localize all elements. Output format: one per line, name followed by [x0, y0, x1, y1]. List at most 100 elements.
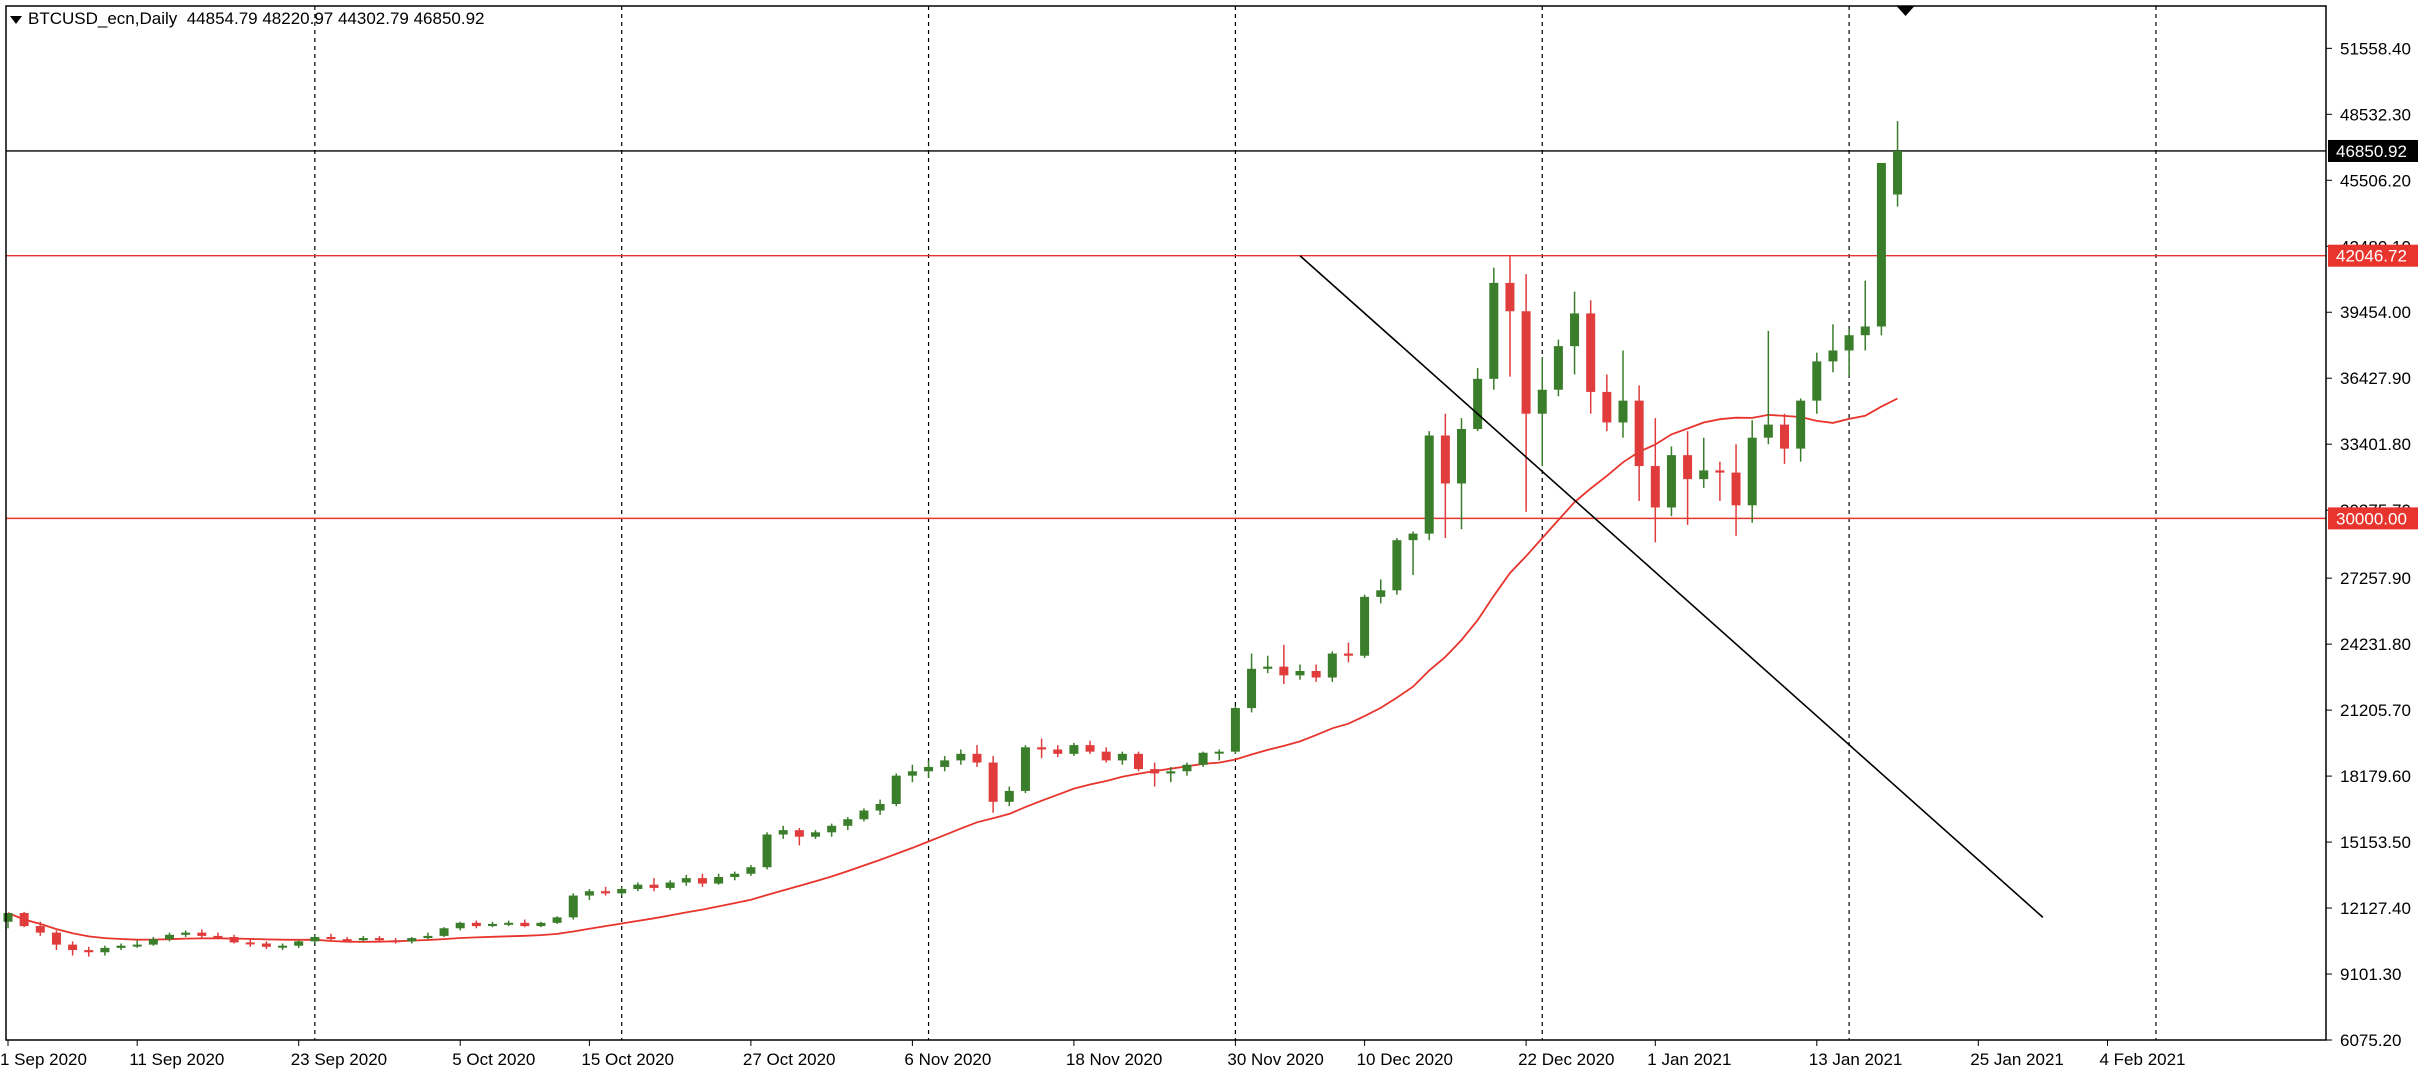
candle-body[interactable]: [1295, 670, 1305, 676]
candle-body[interactable]: [907, 771, 917, 776]
candle-body[interactable]: [891, 775, 901, 804]
candle-body[interactable]: [358, 938, 368, 941]
candle-body[interactable]: [1489, 282, 1499, 379]
candle-body[interactable]: [310, 936, 320, 942]
candle-body[interactable]: [1327, 653, 1337, 678]
candle-body[interactable]: [568, 895, 578, 918]
candle-body[interactable]: [1069, 745, 1079, 754]
candle-body[interactable]: [1634, 400, 1644, 467]
candle-body[interactable]: [714, 877, 724, 884]
candle-body[interactable]: [229, 936, 239, 943]
candle-body[interactable]: [1037, 747, 1047, 750]
candle-body[interactable]: [843, 819, 853, 826]
candle-body[interactable]: [245, 942, 255, 945]
candle-body[interactable]: [181, 932, 191, 935]
candle-body[interactable]: [261, 943, 271, 947]
candle-body[interactable]: [1650, 466, 1660, 508]
candle-body[interactable]: [1537, 389, 1547, 414]
candle-body[interactable]: [326, 936, 336, 940]
candle-body[interactable]: [1134, 753, 1143, 770]
candle-body[interactable]: [924, 766, 934, 772]
candle-body[interactable]: [294, 941, 304, 946]
candle-body[interactable]: [1117, 753, 1127, 761]
candle-body[interactable]: [100, 947, 110, 953]
candle-body[interactable]: [3, 913, 13, 922]
candle-body[interactable]: [1166, 771, 1176, 774]
candle-body[interactable]: [730, 873, 740, 878]
candle-body[interactable]: [827, 825, 837, 833]
candle-body[interactable]: [1812, 361, 1822, 401]
candle-body[interactable]: [1343, 653, 1353, 656]
candle-body[interactable]: [1376, 590, 1386, 597]
candle-body[interactable]: [1763, 424, 1773, 438]
candle-body[interactable]: [601, 891, 611, 894]
candle-body[interactable]: [1683, 455, 1693, 480]
candle-body[interactable]: [1602, 391, 1612, 423]
candle-body[interactable]: [407, 938, 417, 942]
candle-body[interactable]: [617, 889, 627, 894]
candle-body[interactable]: [584, 891, 594, 896]
candle-body[interactable]: [488, 923, 497, 927]
candle-body[interactable]: [552, 917, 562, 923]
candle-body[interactable]: [940, 760, 950, 767]
candle-body[interactable]: [1004, 790, 1014, 802]
candle-body[interactable]: [1780, 424, 1789, 449]
candle-body[interactable]: [1586, 313, 1596, 392]
candle-body[interactable]: [1876, 162, 1886, 327]
candle-body[interactable]: [633, 884, 643, 890]
candle-body[interactable]: [1424, 435, 1434, 534]
candle-body[interactable]: [746, 867, 756, 874]
candle-body[interactable]: [1505, 282, 1515, 312]
candle-body[interactable]: [1666, 455, 1676, 508]
candle-body[interactable]: [1311, 670, 1321, 678]
candle-body[interactable]: [439, 928, 449, 936]
candle-body[interactable]: [374, 938, 384, 941]
candle-body[interactable]: [1618, 400, 1628, 423]
candle-body[interactable]: [1553, 346, 1563, 390]
candle-body[interactable]: [423, 935, 433, 939]
candle-body[interactable]: [504, 922, 514, 925]
candle-body[interactable]: [811, 832, 820, 837]
candle-body[interactable]: [1699, 470, 1709, 480]
candle-body[interactable]: [1101, 751, 1111, 761]
candle-body[interactable]: [1392, 540, 1402, 591]
candle-body[interactable]: [19, 913, 29, 927]
candle-body[interactable]: [51, 932, 61, 945]
candle-body[interactable]: [1473, 378, 1483, 429]
candle-body[interactable]: [1279, 666, 1289, 676]
candle-body[interactable]: [1198, 752, 1208, 765]
candle-body[interactable]: [1408, 533, 1418, 541]
candle-body[interactable]: [1182, 764, 1192, 772]
candle-body[interactable]: [875, 803, 885, 811]
candle-body[interactable]: [988, 762, 998, 802]
candle-body[interactable]: [84, 950, 94, 953]
candle-body[interactable]: [132, 944, 142, 947]
candle-body[interactable]: [762, 834, 772, 868]
candle-body[interactable]: [536, 922, 546, 927]
shift-marker-icon[interactable]: [1896, 6, 1915, 16]
candle-body[interactable]: [1747, 437, 1757, 506]
candle-body[interactable]: [213, 935, 223, 938]
candle-body[interactable]: [697, 878, 707, 884]
candle-body[interactable]: [342, 939, 352, 942]
candle-body[interactable]: [1360, 596, 1370, 656]
candle-body[interactable]: [391, 940, 401, 943]
candle-body[interactable]: [665, 882, 675, 888]
candle-body[interactable]: [1053, 749, 1063, 754]
candle-body[interactable]: [520, 922, 530, 927]
candle-body[interactable]: [1247, 668, 1257, 709]
candle-body[interactable]: [1860, 326, 1870, 336]
candle-body[interactable]: [1521, 311, 1531, 414]
candle-body[interactable]: [859, 810, 869, 820]
candle-body[interactable]: [681, 878, 691, 883]
candle-body[interactable]: [116, 945, 126, 948]
candle-body[interactable]: [778, 830, 788, 835]
candle-body[interactable]: [1150, 769, 1160, 774]
candle-body[interactable]: [278, 945, 288, 948]
candle-body[interactable]: [68, 944, 78, 951]
candle-body[interactable]: [148, 939, 158, 945]
candle-body[interactable]: [1020, 747, 1030, 791]
candle-body[interactable]: [197, 932, 207, 936]
candle-body[interactable]: [1230, 708, 1240, 752]
